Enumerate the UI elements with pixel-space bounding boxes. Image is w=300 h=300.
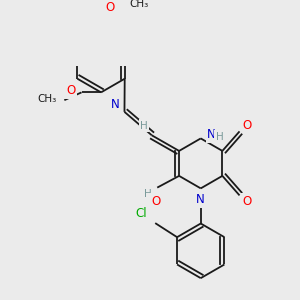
Text: O: O <box>66 84 75 97</box>
Text: O: O <box>243 119 252 132</box>
Text: H: H <box>140 121 148 131</box>
Text: N: N <box>111 98 119 111</box>
Text: O: O <box>106 1 115 14</box>
Text: H: H <box>144 189 152 199</box>
Text: Cl: Cl <box>135 207 147 220</box>
Text: O: O <box>243 195 252 208</box>
Text: N: N <box>207 128 216 141</box>
Text: N: N <box>196 193 205 206</box>
Text: O: O <box>151 195 160 208</box>
Text: H: H <box>216 132 223 142</box>
Text: CH₃: CH₃ <box>38 94 57 103</box>
Text: CH₃: CH₃ <box>129 0 148 9</box>
